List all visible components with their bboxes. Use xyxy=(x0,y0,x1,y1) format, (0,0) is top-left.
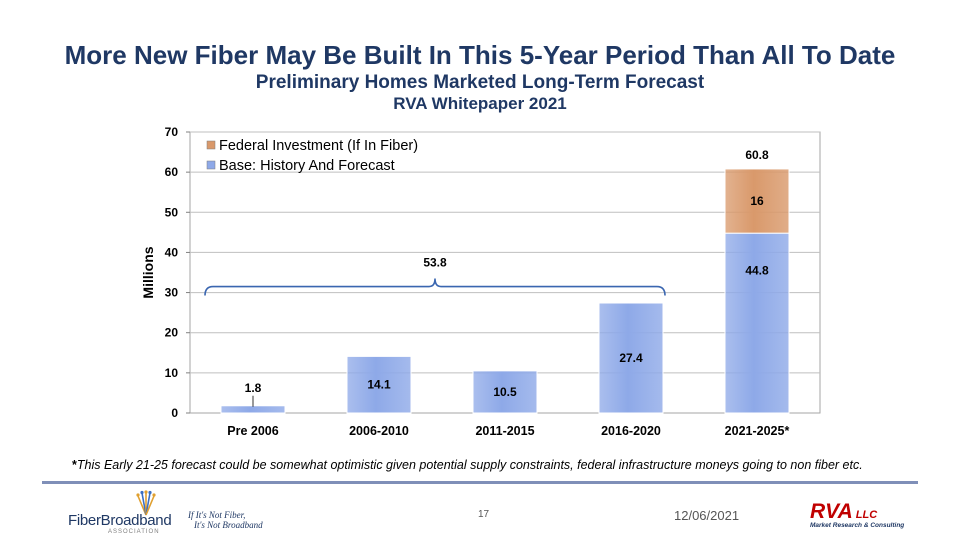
data-label-base: 44.8 xyxy=(745,264,769,278)
y-tick-label: 60 xyxy=(165,165,179,179)
page-title: More New Fiber May Be Built In This 5-Ye… xyxy=(64,40,896,70)
tagline: If It's Not Fiber, It's Not Broadband xyxy=(188,510,263,530)
x-tick-label: 2016-2020 xyxy=(601,424,661,438)
x-tick-label: Pre 2006 xyxy=(227,424,278,438)
y-axis-label: Millions xyxy=(140,246,156,298)
rva-logo: RVA LLC xyxy=(810,500,878,523)
page-subtitle: Preliminary Homes Marketed Long-Term For… xyxy=(255,72,705,93)
y-tick-label: 0 xyxy=(171,406,178,420)
legend-label: Base: History And Forecast xyxy=(219,158,395,174)
y-tick-label: 40 xyxy=(165,245,179,259)
data-label-base: 10.5 xyxy=(493,385,517,399)
data-label-total: 60.8 xyxy=(745,148,769,162)
data-label-federal: 16 xyxy=(750,194,764,208)
logo-left-name: FiberBroadband xyxy=(68,512,172,529)
y-tick-label: 70 xyxy=(165,125,179,139)
slide-date: 12/06/2021 xyxy=(674,508,740,523)
fiber-strands-icon xyxy=(136,490,156,516)
legend-label: Federal Investment (If In Fiber) xyxy=(219,138,418,154)
legend-swatch xyxy=(206,140,216,150)
fiber-broadband-logo: FiberBroadband ASSOCIATION xyxy=(68,490,188,536)
page-number: 17 xyxy=(478,509,490,520)
x-tick-label: 2011-2015 xyxy=(475,424,534,438)
x-tick-label: 2021-2025* xyxy=(725,424,790,438)
bar-base xyxy=(346,355,412,414)
data-label-base: 14.1 xyxy=(367,378,391,392)
stacked-bar-chart: 0 10 20 30 40 50 60 70 Millions Pre 2006 2006-2010… xyxy=(140,125,821,438)
legend-swatch xyxy=(206,160,216,170)
data-label-base: 1.8 xyxy=(245,381,262,395)
x-tick-label: 2006-2010 xyxy=(349,424,409,438)
footnote: *This Early 21-25 forecast could be some… xyxy=(72,458,863,472)
data-label-base: 27.4 xyxy=(619,351,643,365)
y-tick-label: 20 xyxy=(165,326,179,340)
bar-base xyxy=(724,232,790,414)
bracket-label: 53.8 xyxy=(423,256,447,270)
page-source: RVA Whitepaper 2021 xyxy=(393,94,567,113)
y-tick-label: 10 xyxy=(165,366,179,380)
bar-base xyxy=(598,302,664,414)
bar-federal xyxy=(724,168,790,234)
rva-logo-sub: Market Research & Consulting xyxy=(810,522,905,529)
footer-divider xyxy=(42,481,918,484)
y-tick-label: 50 xyxy=(165,205,179,219)
history-bracket xyxy=(204,278,666,296)
bar-base xyxy=(220,405,286,414)
bar-base xyxy=(472,370,538,414)
logo-left-sub: ASSOCIATION xyxy=(108,529,160,535)
y-tick-label: 30 xyxy=(165,286,179,300)
